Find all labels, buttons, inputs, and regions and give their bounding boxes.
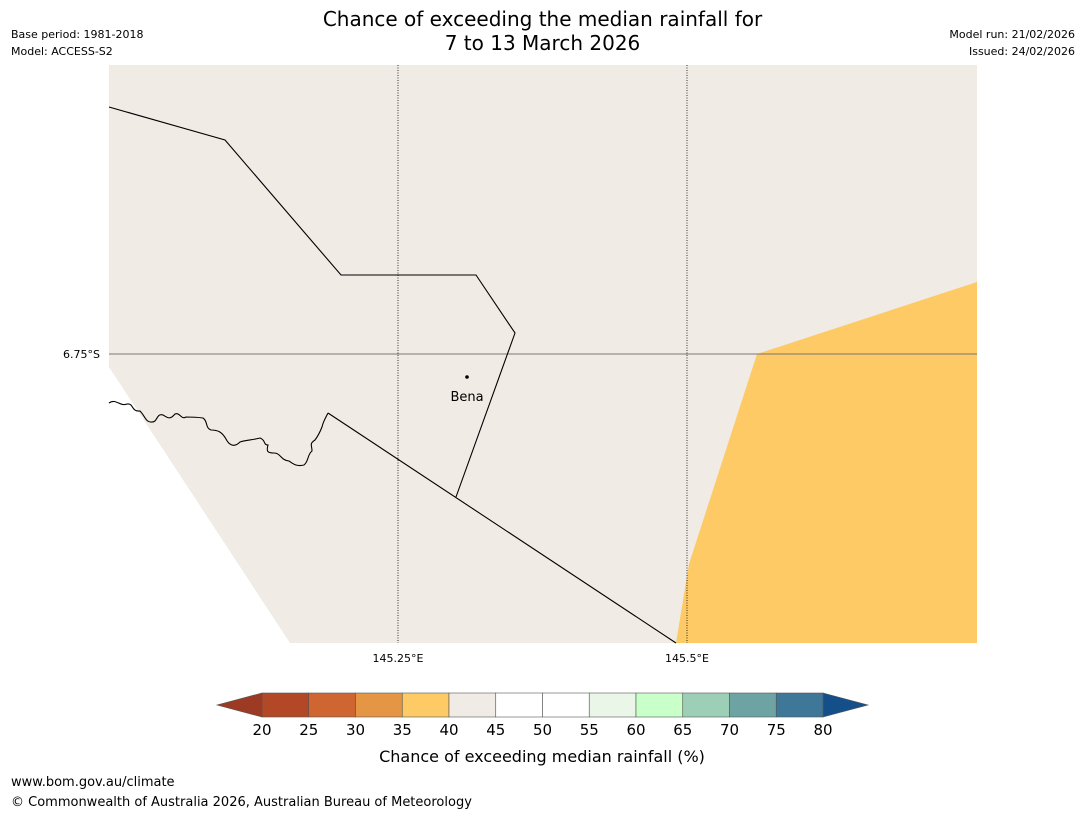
colorbar-tick-label: 45 [486, 721, 505, 739]
issued-date: Issued: 24/02/2026 [968, 45, 1075, 58]
colorbar-bin [261, 692, 310, 718]
colorbar-title: Chance of exceeding median rainfall (%) [379, 747, 705, 766]
colorbar-under-arrow [215, 692, 263, 718]
anomaly-region [676, 282, 977, 643]
colorbar-tick-label: 20 [252, 721, 271, 739]
colorbar-bin [682, 692, 730, 718]
latitude-label: 6.75°S [63, 348, 100, 361]
colorbar-tick-label: 25 [299, 721, 318, 739]
colorbar-bin [775, 692, 824, 718]
longitude-label-145-5: 145.5°E [665, 652, 709, 665]
colorbar-bins [261, 692, 824, 718]
colorbar-tick-label: 75 [767, 721, 786, 739]
colorbar-bin [495, 692, 543, 718]
town-label-bena: Bena [450, 390, 483, 405]
footer-copyright: © Commonwealth of Australia 2026, Austra… [11, 795, 472, 810]
colorbar-bin [355, 692, 403, 718]
colorbar-tick-label: 55 [580, 721, 599, 739]
base-period: Base period: 1981-2018 [11, 28, 144, 41]
colorbar-ticks: 20 25 30 35 40 45 50 55 60 65 70 75 80 [252, 721, 832, 739]
province-boundary-south [327, 412, 677, 644]
title-line-2: 7 to 13 March 2026 [444, 31, 641, 55]
colorbar-tick-label: 80 [813, 721, 832, 739]
colorbar-bin [542, 692, 590, 718]
colorbar-tick-label: 35 [393, 721, 412, 739]
chart-title: Chance of exceeding the median rainfall … [0, 7, 1085, 55]
model-name: Model: ACCESS-S2 [11, 45, 113, 58]
river-line [108, 400, 329, 467]
colorbar-tick-label: 40 [439, 721, 458, 739]
model-info: Base period: 1981-2018 Model: ACCESS-S2 [11, 26, 143, 60]
colorbar-bin [308, 692, 356, 718]
colorbar-tick-label: 60 [626, 721, 645, 739]
model-run: Model run: 21/02/2026 [949, 28, 1075, 41]
map-panel: Bena 6.75°S 145.25°E 145.5°E [63, 65, 977, 665]
town-marker-bena [465, 375, 469, 379]
colorbar: 20 25 30 35 40 45 50 55 60 65 70 75 80 Chance of exc… [215, 692, 870, 766]
colorbar-bin [588, 692, 637, 718]
colorbar-over-arrow [822, 692, 870, 718]
run-info: Model run: 21/02/2026 Issued: 24/02/2026 [949, 26, 1075, 60]
colorbar-bin [401, 692, 450, 718]
colorbar-tick-label: 50 [533, 721, 552, 739]
longitude-label-145-25: 145.25°E [373, 652, 424, 665]
colorbar-bin [635, 692, 684, 718]
footer-url: www.bom.gov.au/climate [11, 775, 175, 790]
colorbar-tick-label: 70 [720, 721, 739, 739]
province-boundary-north [108, 106, 516, 498]
colorbar-bin [448, 692, 497, 718]
colorbar-tick-label: 30 [346, 721, 365, 739]
title-line-1: Chance of exceeding the median rainfall … [322, 7, 763, 31]
colorbar-tick-label: 65 [673, 721, 692, 739]
colorbar-bin [729, 692, 777, 718]
